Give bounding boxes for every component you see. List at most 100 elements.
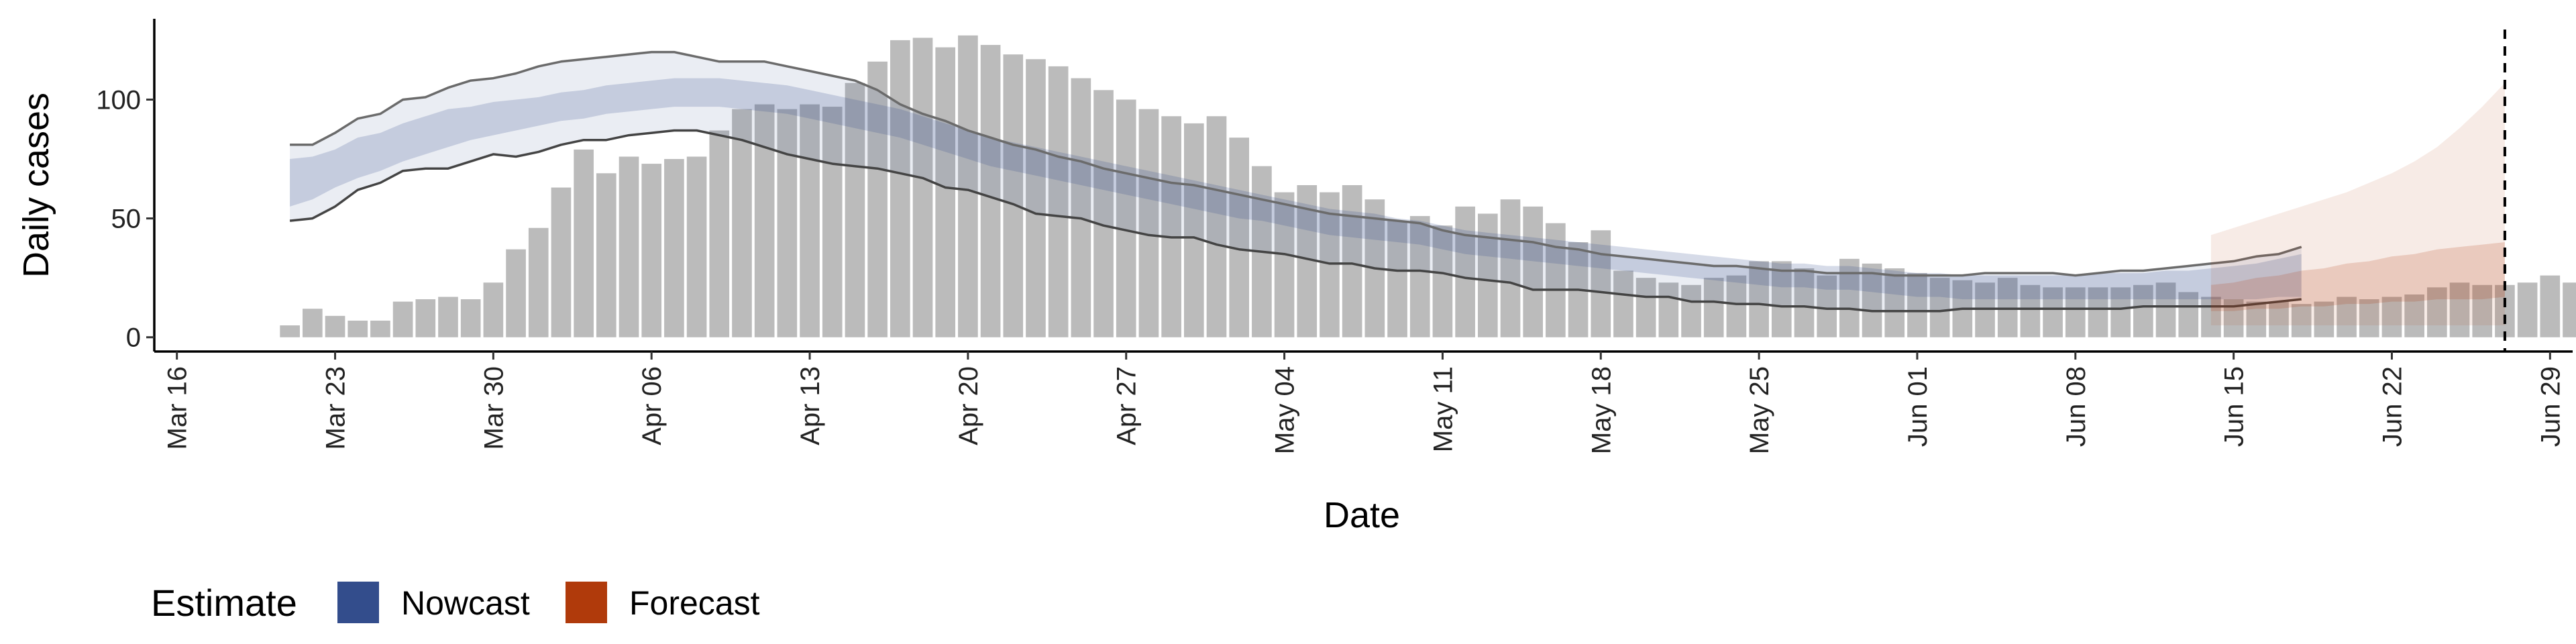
y-axis-ticks: 0 50 100: [96, 85, 154, 353]
bar: [890, 40, 910, 337]
bar: [415, 299, 436, 337]
reported-bars: [280, 35, 2576, 337]
bar: [2110, 287, 2131, 337]
bar: [1907, 273, 1927, 337]
x-tick-label: Apr 06: [637, 366, 667, 445]
bar: [392, 301, 413, 337]
bar: [1591, 230, 1611, 337]
bar: [1206, 116, 1227, 337]
x-tick-label: Jun 22: [2378, 366, 2408, 447]
bar: [1320, 192, 1340, 337]
bar: [2449, 282, 2470, 337]
bar: [1658, 282, 1679, 337]
bar: [1229, 138, 1250, 337]
bar: [800, 104, 820, 337]
bar: [506, 249, 526, 337]
forecast-inner-band: [2210, 242, 2505, 311]
bar: [551, 187, 572, 337]
bar: [1342, 185, 1362, 337]
bar: [303, 309, 323, 337]
bar: [2178, 292, 2199, 337]
bar: [1138, 109, 1159, 337]
bar: [1161, 116, 1181, 337]
x-tick-label: Mar 30: [479, 366, 508, 450]
bar: [2495, 284, 2515, 337]
nowcast-outer-band: [290, 52, 2302, 311]
bar: [2246, 301, 2267, 337]
forecast-outer-band: [2210, 83, 2505, 325]
bar: [2269, 301, 2289, 337]
bar: [1183, 123, 1204, 337]
bar: [460, 299, 481, 337]
bar: [596, 173, 616, 337]
bar: [1975, 282, 1995, 337]
bar: [912, 38, 933, 337]
bar: [2133, 284, 2153, 337]
x-tick-label: May 18: [1587, 366, 1616, 454]
legend: Estimate Nowcast Forecast: [151, 582, 760, 624]
bar: [2291, 304, 2312, 337]
legend-swatch-nowcast: [337, 582, 379, 623]
bar: [2404, 294, 2424, 337]
bar: [1884, 268, 1905, 337]
bar: [2337, 297, 2357, 337]
y-tick-label: 100: [96, 85, 141, 115]
bar: [845, 83, 865, 337]
legend-label-nowcast: Nowcast: [401, 584, 530, 622]
bar: [1771, 261, 1792, 337]
bar: [1477, 213, 1498, 337]
y-tick-label: 0: [126, 323, 141, 353]
bar: [1409, 216, 1430, 337]
bar: [1817, 275, 1837, 337]
x-axis-title: Date: [1324, 495, 1400, 535]
x-tick-label: May 25: [1745, 366, 1774, 454]
nowcast-bands: [289, 50, 2302, 313]
y-axis-title: Daily cases: [16, 93, 56, 278]
nowcast-upper-line: [290, 50, 2302, 277]
bar: [754, 104, 775, 337]
x-tick-label: May 04: [1271, 366, 1300, 454]
x-tick-label: Apr 27: [1112, 366, 1142, 445]
x-tick-label: Mar 23: [321, 366, 351, 450]
y-tick-label: 50: [111, 205, 142, 234]
bar: [1862, 263, 1882, 337]
bar: [528, 227, 549, 337]
bar: [1681, 284, 1701, 337]
bar: [1026, 59, 1046, 337]
x-tick-label: Apr 20: [954, 366, 983, 445]
bar: [686, 156, 707, 337]
x-tick-label: Jun 08: [2061, 366, 2091, 447]
bar: [1635, 278, 1656, 337]
bar: [2088, 287, 2108, 337]
nowcast-inner-band: [290, 78, 2302, 300]
bar: [1929, 278, 1950, 337]
forecast-bands: [2210, 83, 2505, 325]
bar: [574, 149, 594, 337]
bar: [1387, 221, 1407, 337]
bar: [2563, 282, 2576, 337]
bar: [641, 164, 662, 337]
legend-swatch-forecast: [566, 582, 607, 623]
bar: [2517, 282, 2538, 337]
bar: [1500, 199, 1521, 337]
bar: [619, 156, 639, 337]
bar: [709, 130, 730, 337]
bar: [280, 325, 300, 337]
bar: [370, 320, 390, 337]
bar: [732, 109, 752, 337]
bar: [1093, 90, 1114, 337]
legend-label-forecast: Forecast: [629, 584, 760, 622]
axes: [153, 19, 2573, 353]
bar: [1274, 192, 1295, 337]
bar: [1726, 275, 1747, 337]
bar: [2043, 287, 2063, 337]
bar: [1432, 225, 1453, 337]
bar: [822, 107, 843, 337]
nowcast-lower-line: [289, 129, 2302, 313]
bar: [664, 159, 684, 337]
x-tick-label: Mar 16: [163, 366, 193, 450]
bar: [2314, 301, 2334, 337]
bar: [325, 315, 345, 337]
bar: [958, 35, 978, 337]
